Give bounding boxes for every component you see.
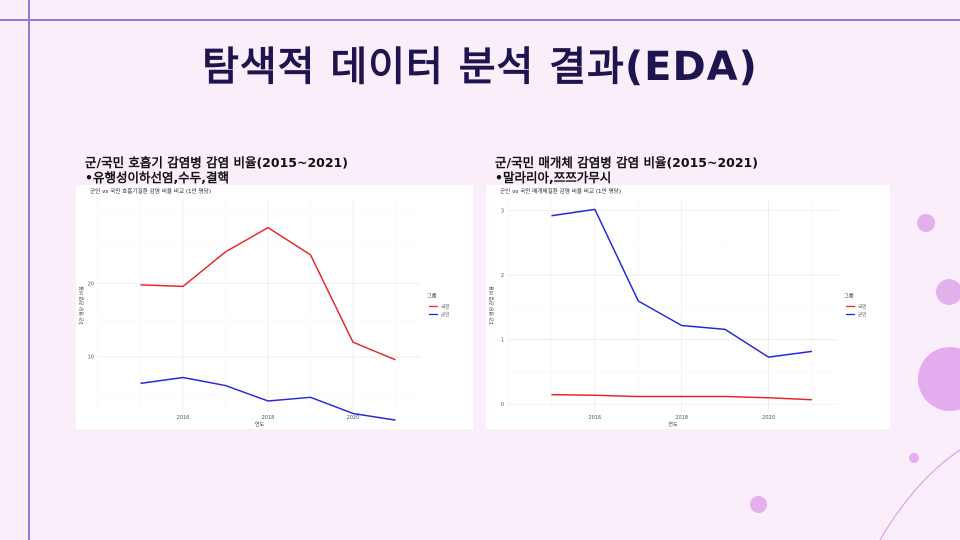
x-tick-label: 2020 (762, 415, 775, 421)
chart-1-heading-block: 군/국민 호흡기 감염병 감염 비율(2015~2021) •유행성이하선염,수… (85, 155, 348, 185)
legend-label-0: 국민 (858, 303, 866, 310)
x-axis-label: 연도 (255, 421, 265, 428)
chart-1-heading: 군/국민 호흡기 감염병 감염 비율(2015~2021) (85, 155, 348, 170)
y-tick-label: 2 (501, 273, 504, 279)
decor-circle (909, 453, 919, 463)
decor-circle (917, 214, 935, 232)
chart-2-heading: 군/국민 매개체 감염병 감염 비율(2015~2021) (495, 155, 758, 170)
series-line-1 (140, 376, 396, 421)
chart-1-subheading: •유행성이하선염,수두,결핵 (85, 170, 229, 185)
x-tick-label: 2018 (675, 415, 688, 421)
y-tick-label: 1 (501, 338, 504, 344)
decor-circle (750, 496, 767, 513)
legend-title: 그룹 (427, 293, 437, 300)
series-line-0 (551, 393, 812, 401)
y-tick-label: 0 (501, 402, 504, 408)
x-tick-label: 2016 (177, 415, 190, 421)
chart-2-subheading: •말라리아,쯔쯔가무시 (495, 170, 612, 185)
chart-2: 군인 vs 국민 매개체질환 감염 비율 비교 (1만 명당) 0 1 2 3 2016 2… (486, 185, 890, 429)
y-tick-label: 3 (501, 208, 504, 214)
chart-title: 군인 vs 국민 호흡기질환 감염 비율 비교 (1만 명당) (90, 187, 211, 195)
chart-title: 군인 vs 국민 매개체질환 감염 비율 비교 (1만 명당) (500, 187, 621, 195)
decor-circle (936, 279, 960, 305)
page-title: 탐색적 데이터 분석 결과(EDA) (202, 44, 758, 90)
y-tick-label: 10 (88, 355, 94, 361)
y-axis-label: 1만 명당 감염 비율 (78, 286, 85, 325)
legend-title: 그룹 (844, 293, 854, 300)
legend-label-1: 군인 (441, 311, 449, 318)
top-accent-line (0, 19, 960, 21)
chart-1: 군인 vs 국민 호흡기질환 감염 비율 비교 (1만 명당) 10 20 2016 2… (76, 185, 473, 429)
legend-label-1: 군인 (858, 311, 866, 318)
decor-arc (879, 449, 960, 540)
x-axis-label: 연도 (668, 421, 678, 428)
x-tick-label: 2018 (262, 415, 275, 421)
chart-1-svg: 군인 vs 국민 호흡기질환 감염 비율 비교 (1만 명당) 10 20 2016 2… (78, 187, 449, 428)
series-line-0 (140, 226, 396, 361)
chart-2-svg: 군인 vs 국민 매개체질환 감염 비율 비교 (1만 명당) 0 1 2 3 2016 2… (488, 187, 866, 428)
y-axis-label: 1만 명당 감염 비율 (488, 286, 495, 325)
x-tick-label: 2016 (588, 415, 601, 421)
series-line-1 (551, 208, 813, 358)
y-tick-label: 20 (88, 281, 94, 287)
left-accent-line (28, 0, 30, 540)
legend-label-0: 국민 (441, 303, 449, 310)
chart-2-heading-block: 군/국민 매개체 감염병 감염 비율(2015~2021) •말라리아,쯔쯔가무… (495, 155, 758, 185)
decor-circle (918, 347, 960, 411)
x-tick-label: 2020 (347, 415, 360, 421)
